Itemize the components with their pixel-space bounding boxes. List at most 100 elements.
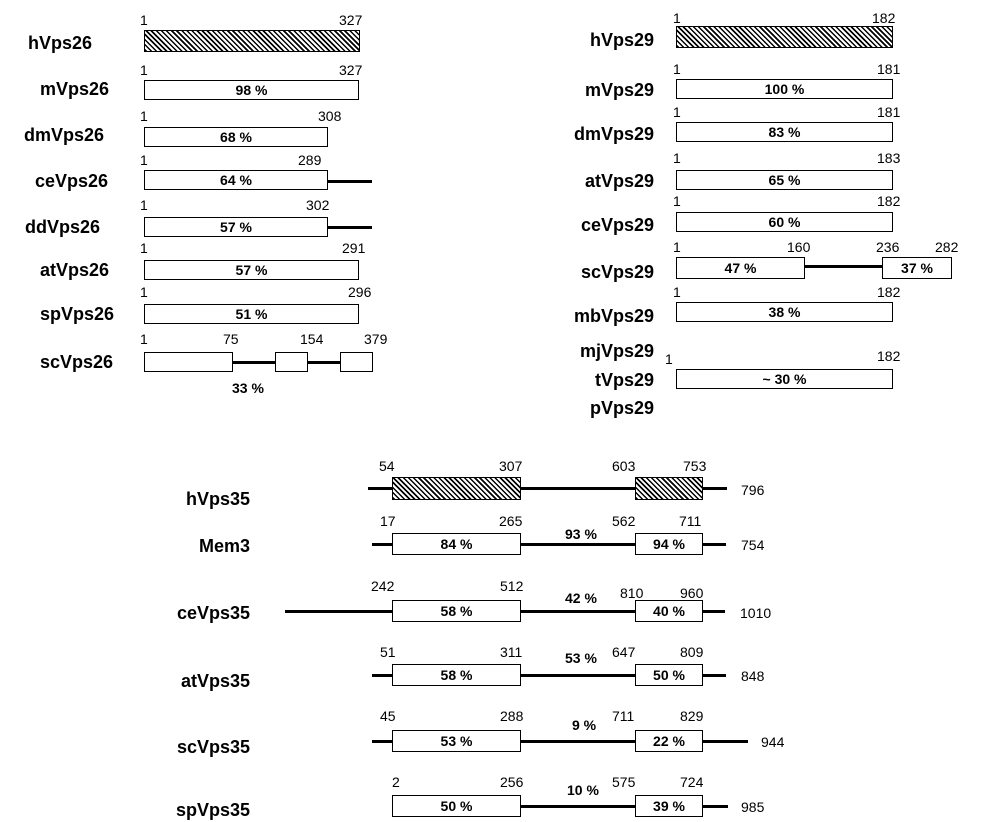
vps29-budding-yeast-label: scVps29 bbox=[580, 262, 654, 282]
vps35-fission-yeast-identity-1: 50 % bbox=[440, 798, 473, 814]
vps35-budding-yeast-d2-start: 711 bbox=[612, 708, 635, 724]
vps29-group-bar: ~ 30 % bbox=[676, 369, 893, 389]
vps35-human-domain-1 bbox=[392, 477, 521, 500]
vps29-budding-yeast-pos160: 160 bbox=[787, 239, 811, 255]
vps35-budding-yeast-identity-2: 22 % bbox=[653, 733, 685, 749]
vps29-plant-start: 1 bbox=[673, 150, 681, 166]
vps35-fission-yeast-d1-end: 256 bbox=[500, 774, 524, 790]
vps35-worm-label: ceVps35 bbox=[176, 603, 250, 623]
vps35-budding-yeast-backbone bbox=[372, 740, 748, 743]
vps29-worm-identity: 60 % bbox=[768, 214, 801, 230]
vps29-plant-identity: 65 % bbox=[768, 172, 801, 188]
vps29-choanoflagellate-bar: 38 % bbox=[676, 302, 893, 322]
vps26-dicty-bar: 57 % bbox=[144, 217, 328, 237]
vps29-budding-yeast-start: 1 bbox=[673, 239, 681, 255]
vps29-group-end: 182 bbox=[877, 348, 901, 364]
vps35-plant-d1-end: 311 bbox=[500, 644, 523, 660]
vps26-budding-yeast-segment-1 bbox=[144, 352, 233, 372]
vps29-fly-identity: 83 % bbox=[768, 124, 801, 140]
vps26-budding-yeast-label: scVps26 bbox=[40, 352, 114, 372]
vps29-budding-yeast-identity-1: 47 % bbox=[724, 260, 757, 276]
vps29-worm-bar: 60 % bbox=[676, 212, 893, 232]
vps29-human-label: hVps29 bbox=[589, 30, 654, 50]
vps26-budding-yeast-identity: 33 % bbox=[232, 380, 264, 396]
vps35-mouse-domain-2: 94 % bbox=[635, 533, 703, 555]
vps26-worm-end: 289 bbox=[298, 152, 322, 168]
vps35-human-backbone bbox=[368, 487, 727, 490]
vps26-dicty-tail bbox=[328, 226, 372, 229]
vps29-fly-end: 181 bbox=[877, 104, 901, 120]
vps35-budding-yeast-d1-start: 45 bbox=[380, 708, 396, 724]
vps35-worm-d2-start: 810 bbox=[620, 585, 644, 601]
vps35-worm-identity-2: 40 % bbox=[653, 603, 685, 619]
vps26-fly-label: dmVps26 bbox=[24, 125, 105, 145]
vps26-mouse-end: 327 bbox=[339, 62, 363, 78]
vps29-budding-yeast-identity-2: 37 % bbox=[901, 260, 933, 276]
vps35-budding-yeast-length: 944 bbox=[761, 734, 785, 750]
vps35-human-d1-start: 54 bbox=[379, 458, 395, 474]
vps35-mouse-label: Mem3 bbox=[198, 536, 250, 556]
vps29-budding-yeast-segment-2: 37 % bbox=[882, 257, 952, 279]
vps26-human-label: hVps26 bbox=[28, 33, 93, 53]
vps29-plant-bar: 65 % bbox=[676, 170, 893, 190]
vps29-budding-yeast-segment-1: 47 % bbox=[676, 257, 805, 279]
vps26-plant-bar: 57 % bbox=[144, 260, 359, 280]
vps29-budding-yeast-end: 282 bbox=[935, 239, 959, 255]
vps35-fission-yeast-d2-end: 724 bbox=[680, 774, 704, 790]
vps29-mouse-start: 1 bbox=[673, 61, 681, 77]
vps26-human-bar bbox=[144, 30, 360, 52]
vps26-worm-start: 1 bbox=[140, 152, 148, 168]
vps35-budding-yeast-domain-1: 53 % bbox=[392, 730, 521, 752]
vps29-budding-yeast-linker bbox=[804, 265, 884, 268]
vps26-dicty-end: 302 bbox=[306, 197, 330, 213]
vps26-fission-yeast-start: 1 bbox=[140, 284, 148, 300]
vps35-budding-yeast-label: scVps35 bbox=[176, 737, 250, 757]
vps29-mouse-bar: 100 % bbox=[676, 79, 893, 99]
vps35-plant-length: 848 bbox=[741, 668, 765, 684]
vps35-plant-mid-identity: 53 % bbox=[565, 650, 597, 666]
vps35-plant-identity-2: 50 % bbox=[653, 667, 685, 683]
vps26-budding-yeast-pos154: 154 bbox=[300, 331, 324, 347]
vps35-worm-domain-1: 58 % bbox=[392, 600, 521, 622]
vps35-human-d2-end: 753 bbox=[683, 458, 707, 474]
vps35-plant-d1-start: 51 bbox=[380, 644, 396, 660]
vps26-mouse-identity: 98 % bbox=[235, 82, 268, 98]
vps35-mouse-backbone bbox=[372, 543, 726, 546]
vps26-fly-end: 308 bbox=[318, 108, 342, 124]
vps29-choanoflagellate-identity: 38 % bbox=[768, 304, 801, 320]
vps35-fission-yeast-domain-2: 39 % bbox=[635, 795, 703, 817]
vps26-fly-start: 1 bbox=[140, 108, 148, 124]
vps29-choanoflagellate-end: 182 bbox=[877, 284, 901, 300]
vps26-fly-identity: 68 % bbox=[220, 129, 252, 145]
vps35-fission-yeast-backbone bbox=[392, 805, 728, 808]
vps35-worm-identity-1: 58 % bbox=[440, 603, 473, 619]
vps26-worm-label: ceVps26 bbox=[35, 171, 109, 191]
vps26-fission-yeast-label: spVps26 bbox=[40, 304, 115, 324]
vps35-human-domain-2 bbox=[635, 477, 703, 500]
vps29-group-identity: ~ 30 % bbox=[762, 371, 807, 387]
vps35-plant-domain-2: 50 % bbox=[635, 664, 703, 686]
vps26-mouse-start: 1 bbox=[140, 62, 148, 78]
vps26-plant-identity: 57 % bbox=[235, 262, 268, 278]
vps26-mouse-label: mVps26 bbox=[40, 79, 110, 99]
vps26-fission-yeast-bar: 51 % bbox=[144, 304, 359, 324]
vps26-human-start: 1 bbox=[140, 12, 148, 28]
vps29-worm-start: 1 bbox=[673, 193, 681, 209]
vps35-human-label: hVps35 bbox=[185, 489, 250, 509]
vps29-trypanosome-label: tVps29 bbox=[594, 370, 654, 390]
vps26-budding-yeast-start: 1 bbox=[140, 331, 148, 347]
vps35-fission-yeast-domain-1: 50 % bbox=[392, 795, 521, 817]
vps35-human-d1-end: 307 bbox=[499, 458, 523, 474]
vps26-dicty-start: 1 bbox=[140, 197, 148, 213]
vps29-human-start: 1 bbox=[673, 10, 681, 26]
vps35-worm-d1-start: 242 bbox=[371, 578, 395, 594]
vps26-fission-yeast-identity: 51 % bbox=[235, 306, 268, 322]
vps35-budding-yeast-mid-identity: 9 % bbox=[572, 717, 597, 733]
vps35-mouse-d1-start: 17 bbox=[380, 513, 396, 529]
vps35-budding-yeast-d2-end: 829 bbox=[680, 708, 704, 724]
vps35-worm-d2-end: 960 bbox=[680, 585, 704, 601]
vps26-human-end: 327 bbox=[339, 12, 363, 28]
vps35-mouse-d1-end: 265 bbox=[499, 513, 523, 529]
vps26-budding-yeast-end: 379 bbox=[364, 331, 388, 347]
